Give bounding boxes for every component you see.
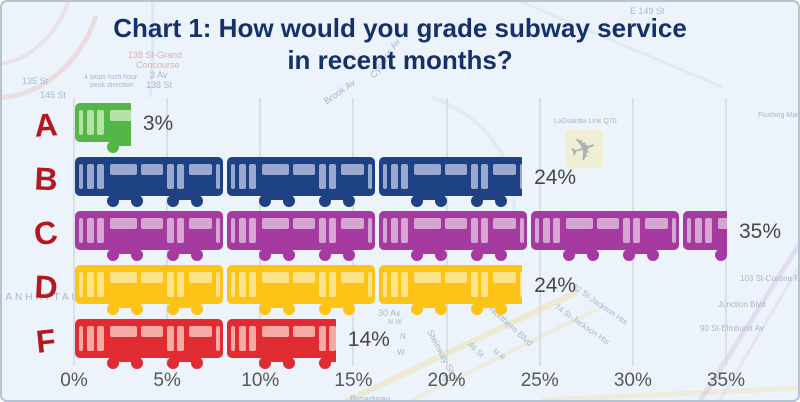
map-station-label: W xyxy=(397,348,405,357)
map-station-label: 145 St xyxy=(40,90,67,100)
grade-label-F: F xyxy=(34,322,58,360)
x-tick-label: 15% xyxy=(334,370,373,391)
x-tick-label: 30% xyxy=(613,370,652,391)
map-yellow-line-2 xyxy=(407,305,603,400)
map-station-label: N xyxy=(400,332,406,341)
map-station-label: N·W xyxy=(388,319,402,326)
train-bar-svg xyxy=(75,265,523,315)
x-tick-label: 0% xyxy=(60,370,88,391)
train-bar-svg xyxy=(75,103,131,153)
train-bar-svg xyxy=(75,211,727,261)
map-station-label: E 149 St xyxy=(630,6,665,16)
map-yellow-line xyxy=(341,289,579,400)
x-tick-label: 20% xyxy=(427,370,466,391)
train-car xyxy=(227,211,375,261)
train-car xyxy=(75,265,223,315)
x-tick-label: 25% xyxy=(520,370,559,391)
train-car xyxy=(227,157,375,207)
map-purple-line xyxy=(697,241,798,400)
train-car xyxy=(75,319,223,369)
value-label-A: 3% xyxy=(142,112,174,135)
train-car xyxy=(379,265,523,315)
train-car xyxy=(227,265,375,315)
chart-title: Chart 1: How would you grade subway serv… xyxy=(2,12,798,76)
train-car xyxy=(75,157,223,207)
train-bar-svg xyxy=(75,157,523,207)
map-station-label: 4 skips rush hour xyxy=(84,74,138,81)
map-station-label: Concourse xyxy=(136,60,180,70)
x-tick-label: 10% xyxy=(241,370,280,391)
chart-title-line1: Chart 1: How would you grade subway serv… xyxy=(113,13,687,43)
map-station-label: 103 St-Corona Plaza xyxy=(740,274,800,283)
map-station-label: 90 St-Elmhurst Av xyxy=(700,324,764,333)
train-car xyxy=(379,211,527,261)
map-station-label: 36 Av xyxy=(442,374,462,383)
map-station-label: Broadway xyxy=(350,394,391,402)
map-station-label: 138 St-Grand xyxy=(128,50,183,60)
grade-label-A: A xyxy=(33,106,59,144)
bar-grade-A xyxy=(75,98,131,156)
map-station-label: MANHATTAN xyxy=(0,292,82,303)
value-label-C: 35% xyxy=(739,220,782,243)
bar-grade-F xyxy=(75,314,336,372)
value-label-D: 24% xyxy=(534,274,577,297)
map-station-label: LaGuardia Link Q70 xyxy=(554,118,617,125)
map-street-line xyxy=(521,2,723,89)
map-gray-line xyxy=(148,2,155,98)
value-label-F: 14% xyxy=(347,328,390,351)
map-station-label: peak direction xyxy=(90,82,134,89)
bar-grade-D xyxy=(75,260,523,318)
train-car xyxy=(227,319,336,369)
map-purple-line-2 xyxy=(718,265,798,400)
map-station-label: 138 St xyxy=(146,80,173,90)
train-bar-svg xyxy=(75,319,336,369)
map-yellow-line-3 xyxy=(541,385,798,400)
map-station-label: 135 St xyxy=(22,76,49,86)
bar-grade-B xyxy=(75,152,523,210)
x-tick-label: 5% xyxy=(153,370,181,391)
bar-grade-C xyxy=(75,206,727,264)
train-car xyxy=(75,103,131,153)
map-station-label: 3 Av xyxy=(150,70,168,80)
map-red-line-2 xyxy=(2,2,71,66)
train-car xyxy=(531,211,679,261)
gridline-0% xyxy=(73,98,75,366)
map-station-label: Junction Blvd xyxy=(718,300,766,309)
x-tick-label: 35% xyxy=(706,370,746,391)
value-label-B: 24% xyxy=(534,166,577,189)
map-station-label: Flushing Main St xyxy=(758,112,798,119)
train-car xyxy=(75,211,223,261)
grade-label-D: D xyxy=(33,268,59,306)
train-car xyxy=(683,211,727,261)
map-red-line xyxy=(2,15,99,101)
airport-icon-box xyxy=(565,130,603,168)
map-station-label: 30 Av xyxy=(378,308,401,318)
train-car xyxy=(379,157,523,207)
chart-title-line2: in recent months? xyxy=(287,45,513,75)
